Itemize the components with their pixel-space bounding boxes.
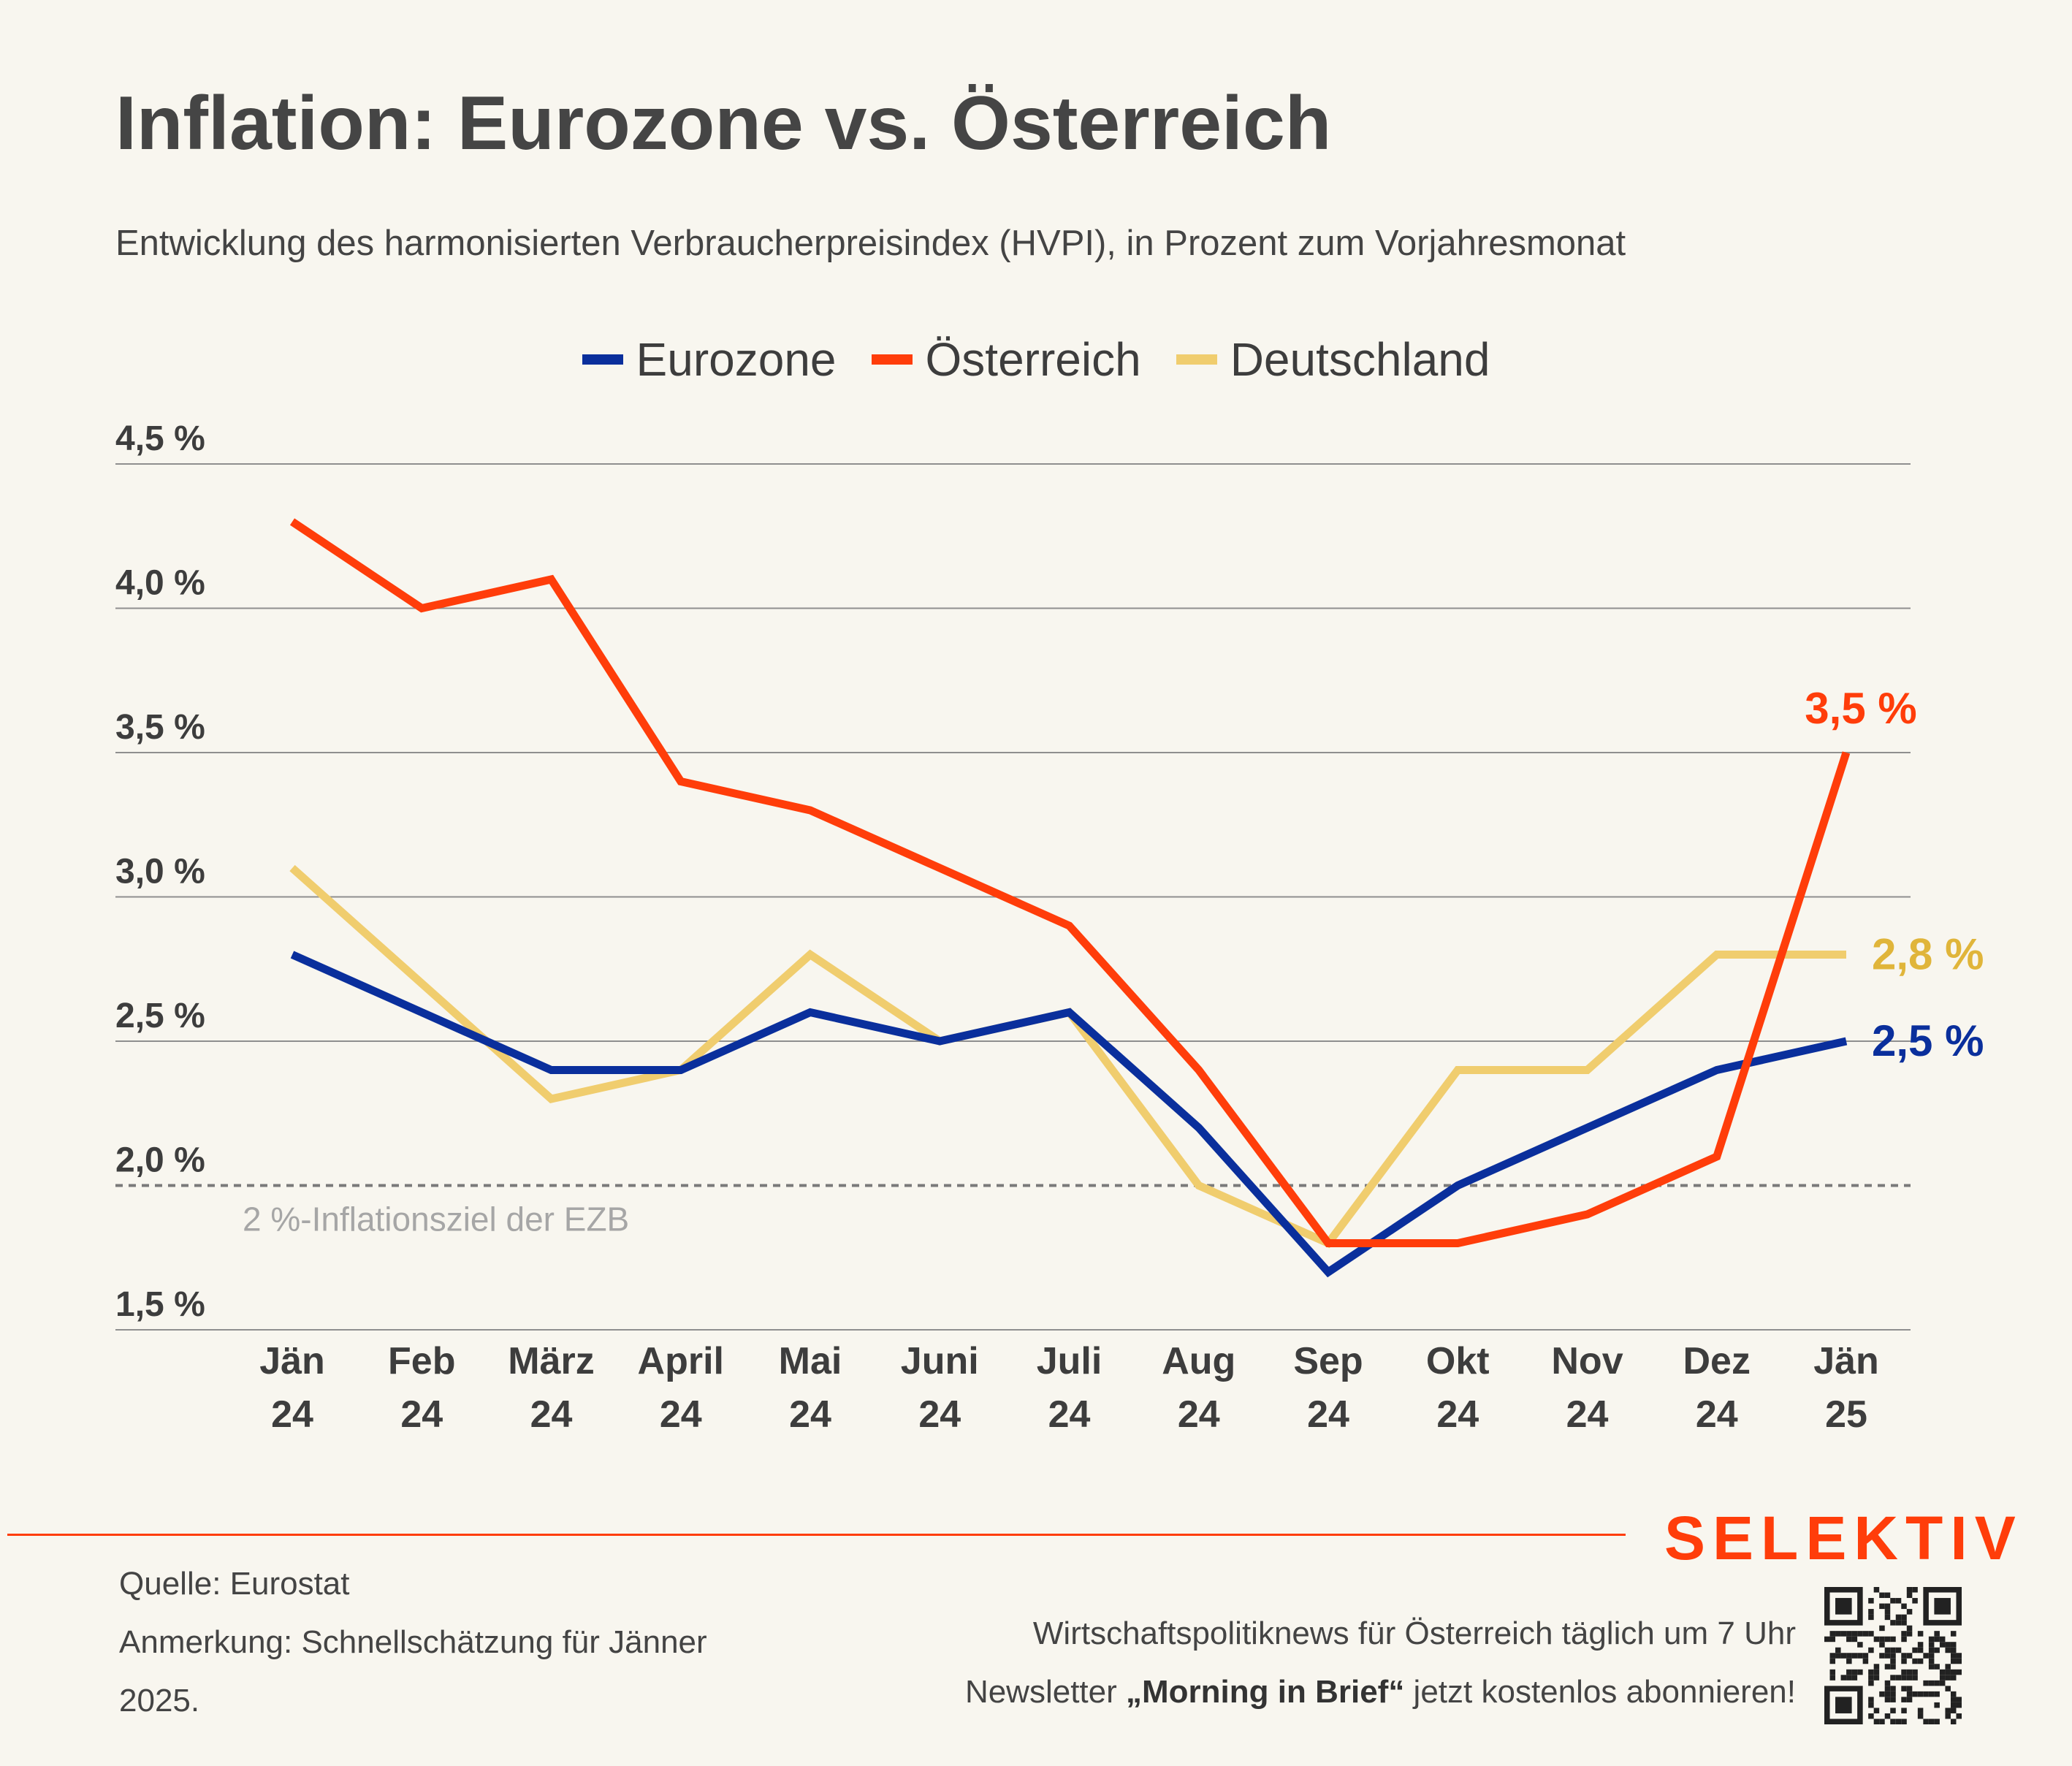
chart-subtitle: Entwicklung des harmonisierten Verbrauch… [115, 224, 1626, 263]
series-line-eurozone [290, 951, 1848, 1278]
legend-label-oesterreich: Österreich [925, 333, 1141, 386]
x-tick-label-year: 24 [400, 1393, 443, 1436]
x-tick-label-year: 24 [1696, 1393, 1738, 1436]
x-tick-label-month: Jän [1813, 1340, 1879, 1382]
legend-label-deutschland: Deutschland [1230, 333, 1490, 386]
x-tick-label-year: 24 [1566, 1393, 1609, 1436]
legend-item-eurozone: Eurozone [582, 332, 837, 387]
legend-item-deutschland: Deutschland [1176, 332, 1490, 387]
promo-newsletter-name: „Morning in Brief“ [1126, 1674, 1405, 1710]
y-tick-label: 3,0 % [115, 853, 205, 891]
x-tick-label-month: Mai [779, 1340, 842, 1382]
y-tick-label: 4,0 % [115, 564, 205, 603]
line-chart: 4,5 % 4,0 % 3,5 % 3,0 % 2,5 % 2,0 % 1,5 % 2 %-I… [115, 419, 1984, 1436]
x-tick-label-year: 24 [1307, 1393, 1349, 1436]
x-tick-label-month: Okt [1426, 1340, 1490, 1382]
x-tick-label-year: 24 [918, 1393, 961, 1436]
x-tick-label-year: 25 [1825, 1393, 1867, 1436]
x-tick-label-year: 24 [1178, 1393, 1220, 1436]
source-text: Quelle: Eurostat [119, 1566, 350, 1602]
footer-notes: Quelle: Eurostat Anmerkung: Schnellschät… [119, 1555, 733, 1730]
legend-label-eurozone: Eurozone [636, 333, 837, 386]
legend-swatch-oesterreich [871, 354, 913, 365]
x-tick-label-year: 24 [271, 1393, 313, 1436]
legend: Eurozone Österreich Deutschland [0, 332, 2072, 387]
legend-swatch-deutschland [1176, 354, 1217, 365]
promo-suffix: jetzt kostenlos abonnieren! [1404, 1674, 1796, 1710]
x-tick-label-year: 24 [1048, 1393, 1091, 1436]
x-tick-label-month: Sep [1293, 1340, 1363, 1382]
x-tick-label-month: Juni [901, 1340, 979, 1382]
end-label-deutschland: 2,8 % [1872, 930, 1984, 979]
series-line-oesterreich [289, 518, 1851, 1247]
y-tick-label: 2,5 % [115, 997, 205, 1035]
x-tick-label-month: Juli [1037, 1340, 1102, 1382]
note-text: Anmerkung: Schnellschätzung für Jänner 2… [119, 1624, 707, 1719]
x-tick-label-month: Nov [1551, 1340, 1623, 1382]
promo-prefix: Newsletter [964, 1674, 1127, 1710]
legend-item-oesterreich: Österreich [871, 332, 1141, 387]
end-label-eurozone: 2,5 % [1872, 1016, 1984, 1065]
y-tick-label: 4,5 % [115, 419, 205, 458]
x-tick-label-month: Dez [1683, 1340, 1751, 1382]
legend-swatch-eurozone [582, 354, 623, 365]
brand-logo: SELEKTIV [1664, 1504, 2023, 1572]
x-tick-label-month: Feb [388, 1340, 455, 1382]
qr-code-icon[interactable] [1824, 1587, 1962, 1724]
x-tick-label-year: 24 [1436, 1393, 1479, 1436]
promo-line-1: Wirtschaftspolitiknews für Österreich tä… [1032, 1615, 1796, 1651]
end-label-oesterreich: 3,5 % [1805, 684, 1916, 733]
x-tick-label-month: Jän [259, 1340, 325, 1382]
chart-title: Inflation: Eurozone vs. Österreich [115, 81, 1332, 166]
x-tick-label-year: 24 [530, 1393, 573, 1436]
footer-divider [7, 1534, 1626, 1536]
x-tick-label-year: 24 [660, 1393, 702, 1436]
x-tick-label-year: 24 [789, 1393, 831, 1436]
x-tick-label-month: März [508, 1340, 594, 1382]
x-tick-label-month: Aug [1162, 1340, 1235, 1382]
newsletter-promo: Wirtschaftspolitiknews für Österreich tä… [965, 1605, 1796, 1721]
x-tick-label-month: April [638, 1340, 724, 1382]
y-tick-label: 1,5 % [115, 1285, 205, 1324]
y-tick-label: 2,0 % [115, 1141, 205, 1180]
promo-line-2: Newsletter „Morning in Brief“ jetzt kost… [965, 1663, 1796, 1721]
reference-line-label: 2 %-Inflationsziel der EZB [243, 1200, 629, 1238]
y-tick-label: 3,5 % [115, 708, 205, 747]
